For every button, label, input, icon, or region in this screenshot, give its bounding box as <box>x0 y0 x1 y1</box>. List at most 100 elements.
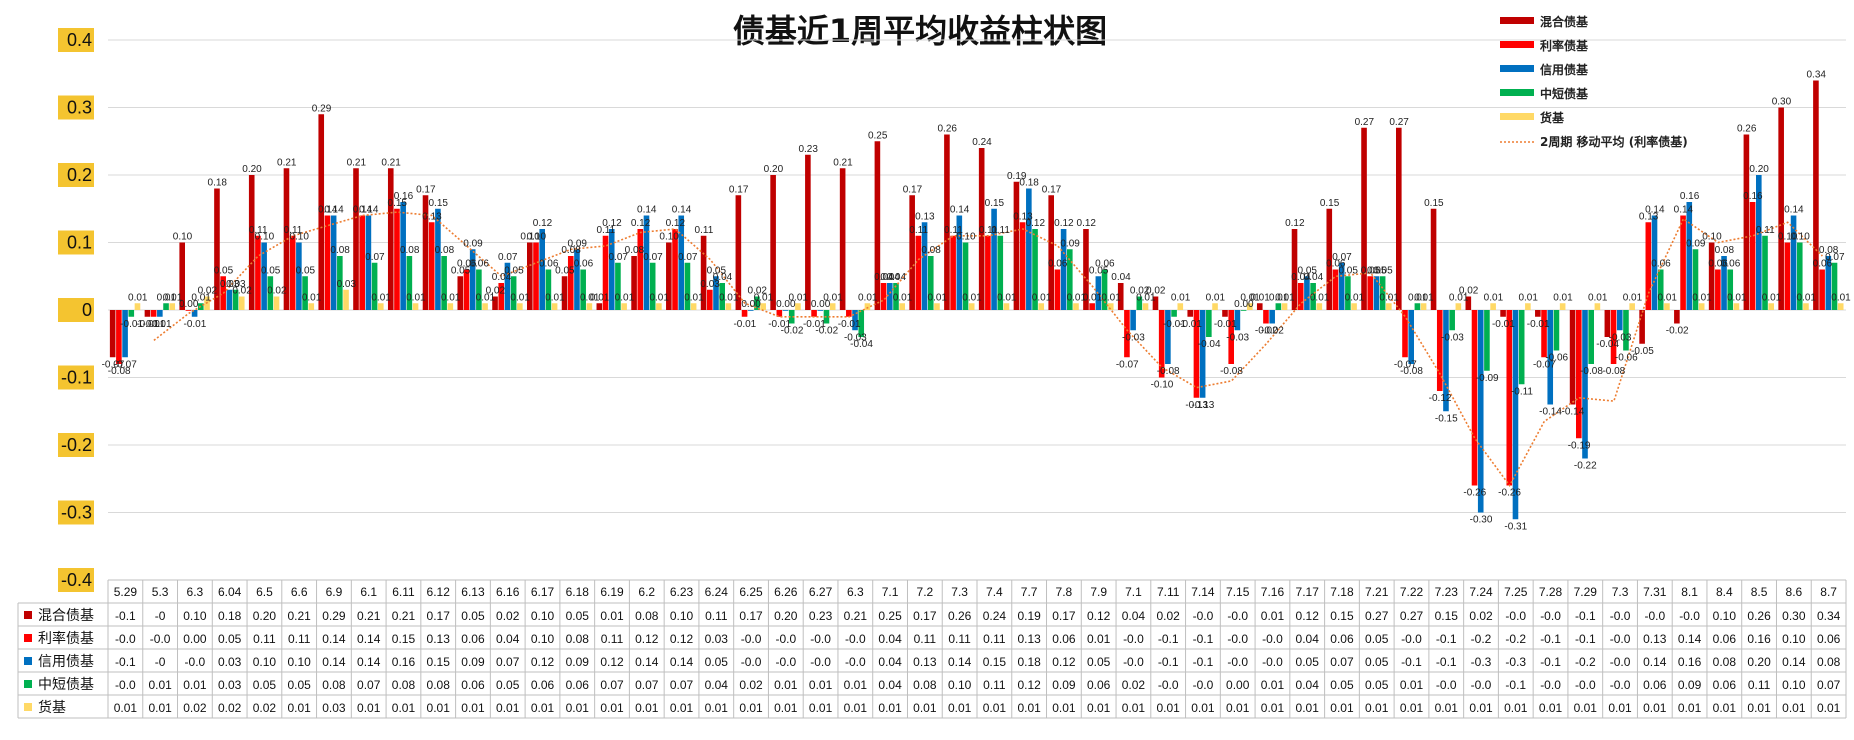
table-cell: -0.1 <box>1575 609 1596 623</box>
data-label: 0.17 <box>416 184 436 195</box>
bar <box>1525 303 1531 310</box>
data-label: 0.01 <box>1692 292 1712 303</box>
bar <box>191 310 198 317</box>
table-cell: 0.12 <box>600 655 624 669</box>
table-cell: 0.12 <box>1296 609 1320 623</box>
bar <box>1338 262 1345 310</box>
bar <box>457 276 464 310</box>
bar <box>921 222 928 310</box>
x-tick-label: 6.26 <box>774 585 798 599</box>
table-cell: 0.01 <box>1365 701 1389 715</box>
bar <box>725 303 732 310</box>
data-label: 0.11 <box>944 225 963 236</box>
table-series-name: 利率债基 <box>38 630 94 647</box>
table-cell: -0.0 <box>741 632 762 646</box>
table-cell: 0.01 <box>1261 609 1285 623</box>
bar <box>1414 303 1421 310</box>
data-label: 0.05 <box>504 265 524 276</box>
table-cell: 0.05 <box>461 609 485 623</box>
table-cell: 0.20 <box>774 609 798 623</box>
bar <box>1430 208 1437 310</box>
data-label: 0.21 <box>347 157 367 168</box>
bar <box>1152 296 1159 310</box>
y-tick-label: 0.1 <box>67 233 92 253</box>
table-cell: 0.01 <box>1608 701 1632 715</box>
table-cell: 0.11 <box>1748 678 1771 692</box>
table-cell: 0.08 <box>392 678 416 692</box>
data-label: 0.11 <box>991 225 1010 236</box>
y-tick-bg <box>58 95 94 120</box>
bar <box>1256 303 1263 310</box>
bar <box>232 289 239 310</box>
table-cell: 0.17 <box>913 609 937 623</box>
table-cell: 0.14 <box>670 655 694 669</box>
x-tick-label: 7.28 <box>1539 585 1563 599</box>
bar <box>776 310 783 317</box>
data-label: 0.01 <box>128 292 148 303</box>
bar <box>978 148 985 310</box>
table-cell: 0.12 <box>1052 655 1076 669</box>
data-label: 0.11 <box>596 225 615 236</box>
x-tick-label: 6.1 <box>360 585 377 599</box>
table-cell: 0.01 <box>1400 678 1424 692</box>
bar <box>1721 256 1727 310</box>
table-cell: 0.14 <box>1643 655 1667 669</box>
y-tick-bg <box>58 365 94 390</box>
data-label: 0.01 <box>754 292 774 303</box>
table-cell: 0.05 <box>288 678 312 692</box>
table-cell: 0.12 <box>531 655 555 669</box>
bar <box>510 276 517 310</box>
x-tick-label: 7.21 <box>1365 585 1389 599</box>
data-label: 0.05 <box>1338 265 1358 276</box>
table-cell: -0.1 <box>1505 678 1526 692</box>
table-cell: 0.01 <box>148 678 172 692</box>
data-label: 0.05 <box>1089 265 1109 276</box>
table-cell: 0.01 <box>1087 701 1111 715</box>
table-cell: -0.0 <box>1505 609 1526 623</box>
bar <box>1819 269 1825 310</box>
data-label: 0.02 <box>267 286 287 297</box>
legend-swatch <box>1500 17 1534 24</box>
bar <box>846 310 852 317</box>
data-label: 0.17 <box>903 184 923 195</box>
data-label: 0.01 <box>1588 292 1608 303</box>
bar <box>1831 262 1838 310</box>
data-label: -0.01 <box>838 319 861 330</box>
x-tick-label: 8.1 <box>1681 585 1698 599</box>
data-label: 0.05 <box>1367 265 1387 276</box>
table-cell: -0.0 <box>1644 609 1665 623</box>
x-tick-label: 6.3 <box>187 585 204 599</box>
data-label: 0.01 <box>1408 292 1428 303</box>
table-cell: 0.07 <box>357 678 381 692</box>
table-cell: 0.29 <box>322 609 346 623</box>
bar <box>116 310 122 364</box>
table-cell: -0.0 <box>1227 655 1248 669</box>
data-label: 0.01 <box>1379 292 1399 303</box>
data-label: 0.17 <box>1042 184 1062 195</box>
table-cell: 0.14 <box>322 632 346 646</box>
data-label: -0.01 <box>120 319 143 330</box>
y-tick-label: 0.4 <box>67 30 92 50</box>
data-label: 0.01 <box>1067 292 1087 303</box>
table-cell: 0.18 <box>218 609 242 623</box>
legend-label: 货基 <box>1540 110 1565 125</box>
bar <box>1361 127 1367 310</box>
bar <box>482 303 488 310</box>
bar <box>950 235 956 310</box>
data-label: 0.01 <box>1414 292 1434 303</box>
table-cell: -0.0 <box>1262 632 1283 646</box>
table-cell: 0.01 <box>1052 701 1076 715</box>
legend-label: 2周期 移动平均 (利率债基) <box>1540 134 1688 149</box>
data-label: 0.10 <box>1778 232 1798 243</box>
bar <box>760 303 766 310</box>
data-label: 0.15 <box>1424 198 1444 209</box>
table-cell: 0.11 <box>948 632 971 646</box>
table-cell: 0.27 <box>1365 609 1389 623</box>
bar <box>289 235 296 310</box>
bar <box>1837 303 1844 310</box>
table-cell: 0.06 <box>1052 632 1076 646</box>
bar <box>1117 283 1124 310</box>
bar <box>122 310 128 358</box>
table-cell: 0.01 <box>1782 701 1806 715</box>
data-label: 0.08 <box>625 245 645 256</box>
